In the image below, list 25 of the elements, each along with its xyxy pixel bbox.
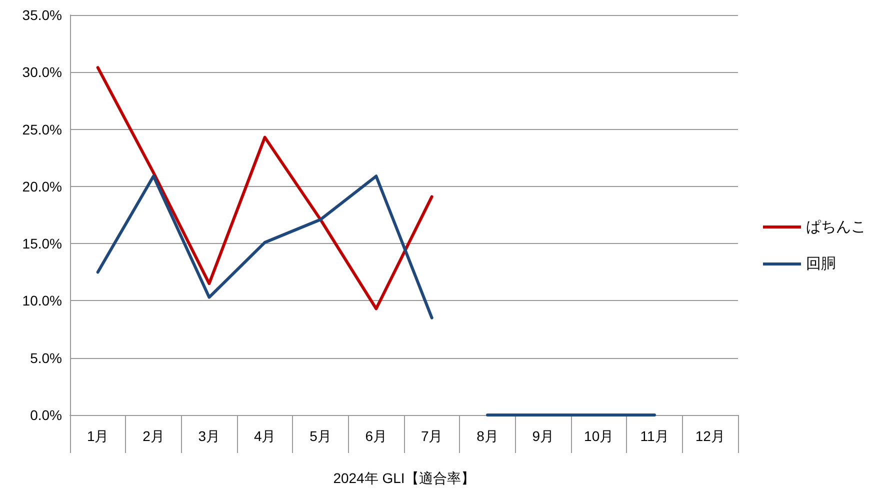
y-tick-label: 25.0% [22, 121, 62, 138]
x-tick-label: 7月 [420, 428, 443, 444]
line-series [96, 66, 434, 310]
x-tick-label: 2月 [142, 428, 164, 444]
x-tick-label: 3月 [198, 428, 220, 444]
legend-label: ぱちんこ [806, 218, 866, 236]
x-tick-label: 4月 [254, 428, 276, 444]
y-tick-label: 30.0% [22, 64, 62, 80]
x-axis-title: 2024年 GLI【適合率】 [333, 470, 475, 486]
x-tick-label: 8月 [476, 428, 498, 444]
x-tick-label: 9月 [532, 428, 554, 444]
x-tick-label: 11月 [640, 428, 669, 444]
y-tick-label: 20.0% [22, 178, 62, 194]
x-tick-label: 5月 [310, 428, 332, 444]
y-tick-label: 5.0% [30, 350, 62, 366]
x-tick-label: 10月 [584, 428, 614, 444]
y-tick-label: 10.0% [22, 292, 62, 309]
y-tick-label: 15.0% [22, 236, 62, 252]
x-tick-label: 6月 [365, 428, 388, 444]
line-series [96, 174, 434, 320]
x-tick-label: 1月 [86, 428, 109, 444]
y-tick-label: 0.0% [30, 407, 62, 423]
legend-label: 回胴 [806, 256, 836, 272]
y-tick-label: 35.0% [22, 7, 62, 23]
x-tick-label: 12月 [695, 428, 725, 444]
